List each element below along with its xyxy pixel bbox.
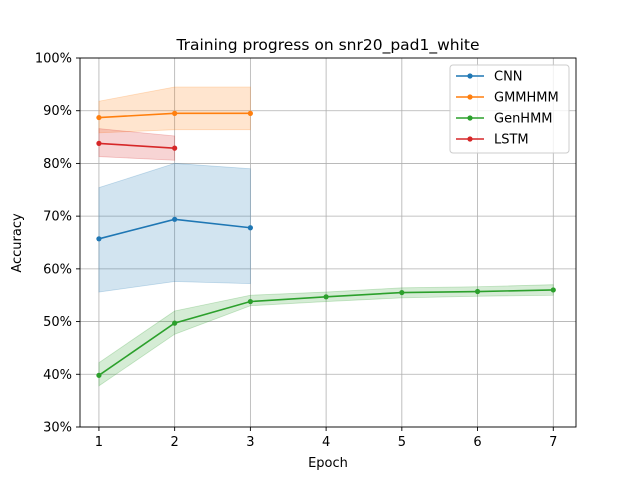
axes-frame <box>79 57 577 428</box>
x-axis-label: Epoch <box>308 456 348 471</box>
data-point-gmmhmm <box>96 114 102 121</box>
chart-title: Training progress on snr20_pad1_white <box>175 36 479 55</box>
x-tick-label: 5 <box>398 435 406 450</box>
data-point-gmmhmm <box>172 110 178 116</box>
data-point-lstm <box>172 145 178 151</box>
data-point-gmmhmm <box>247 110 253 116</box>
y-tick-label: 80% <box>43 157 72 172</box>
legend-marker-genhmm <box>467 115 473 121</box>
data-point-genhmm <box>247 298 253 305</box>
confidence-band-lstm <box>98 128 176 161</box>
y-axis-label: Accuracy <box>10 213 25 273</box>
confidence-band-genhmm <box>98 284 554 387</box>
legend-marker-gmmhmm <box>467 94 473 100</box>
legend-label-cnn: CNN <box>494 70 523 85</box>
confidence-band-cnn <box>98 163 251 293</box>
legend: CNN GMMHMM GenHMM LSTM <box>449 64 570 154</box>
y-tick-label: 40% <box>43 368 72 383</box>
y-tick-label: 70% <box>43 210 72 225</box>
data-point-genhmm <box>172 320 178 326</box>
data-point-cnn <box>247 225 253 231</box>
legend-marker-cnn <box>467 73 473 79</box>
data-point-genhmm <box>474 288 481 295</box>
series-line-lstm <box>98 142 175 149</box>
data-point-genhmm <box>550 287 556 293</box>
data-point-genhmm <box>323 294 329 300</box>
data-point-genhmm <box>96 372 102 378</box>
x-tick-label: 2 <box>171 435 179 450</box>
legend-box <box>449 64 570 154</box>
data-point-lstm <box>96 140 102 146</box>
y-tick-label: 100% <box>35 52 72 67</box>
data-point-cnn <box>172 216 178 222</box>
y-tick-label: 30% <box>43 421 72 436</box>
plot-area: 1 2 3 4 5 6 7 30% 40% 50% 60% 70% 80% 90% 100% <box>35 52 577 450</box>
legend-label-lstm: LSTM <box>494 133 529 148</box>
data-point-genhmm <box>399 289 405 296</box>
confidence-band-gmmhmm <box>98 86 251 134</box>
data-point-cnn <box>96 236 102 242</box>
y-tick-label: 50% <box>43 315 72 330</box>
x-tick-label: 3 <box>246 435 254 450</box>
y-tick-label: 90% <box>43 104 72 119</box>
x-tick-label: 1 <box>95 435 103 450</box>
x-tick-label: 6 <box>473 435 481 450</box>
x-tick-label: 4 <box>322 435 330 450</box>
y-tick-label: 60% <box>43 262 72 277</box>
x-tick-label: 7 <box>549 435 557 450</box>
legend-label-genhmm: GenHMM <box>494 112 553 127</box>
legend-marker-lstm <box>467 136 473 142</box>
legend-label-gmmhmm: GMMHMM <box>494 91 559 106</box>
